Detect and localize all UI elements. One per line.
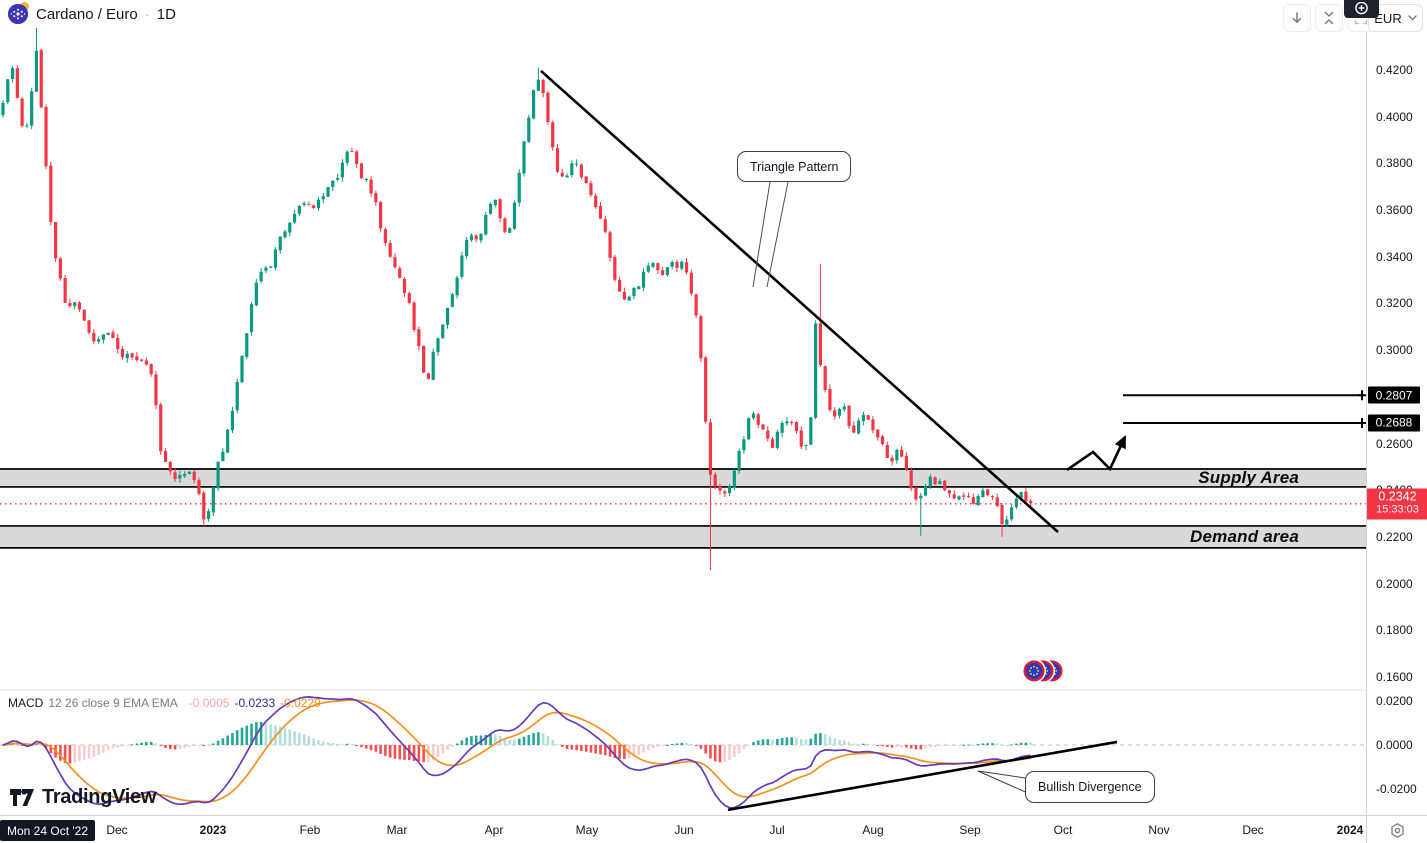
currency-label: EUR [1374, 10, 1402, 26]
price-tick-label: 0.3800 [1376, 156, 1413, 171]
macd-signal-value: -0.0229 [280, 696, 321, 710]
currency-dropdown[interactable]: EUR [1368, 4, 1423, 32]
zone-band [0, 468, 1366, 487]
triangle-pattern-callout[interactable]: Triangle Pattern [737, 151, 852, 182]
macd-tick-label: 0.0000 [1376, 738, 1413, 752]
time-tick-label: 2024 [1336, 823, 1364, 837]
time-tick-label: May [575, 823, 599, 837]
settings-gear-icon [1391, 822, 1404, 838]
macd-line-value: -0.0233 [234, 696, 276, 710]
price-tick-label: 0.1800 [1376, 623, 1413, 638]
callout-tail-line [752, 181, 771, 288]
macd-tick-label: -0.0200 [1376, 782, 1417, 796]
scroll-down-button[interactable] [1283, 4, 1311, 32]
add-alert-plus-badge[interactable] [1344, 0, 1379, 18]
price-tick-label: 0.2000 [1376, 576, 1413, 591]
crosshair-date-badge: Mon 24 Oct '22 [0, 820, 95, 841]
macd-legend[interactable]: MACD 12 26 close 9 EMA EMA -0.0005 -0.02… [8, 696, 321, 710]
time-tick-label: Nov [1148, 823, 1170, 837]
price-tick-label: 0.4200 [1376, 63, 1413, 77]
indicator-params: 12 26 close 9 EMA EMA [48, 696, 178, 710]
time-tick-label: Oct [1053, 823, 1073, 837]
time-tick-label: Apr [484, 823, 504, 837]
macd-hist-value: -0.0005 [188, 696, 230, 710]
time-tick-label: Sep [959, 823, 981, 837]
collapse-pane-button[interactable] [1315, 4, 1343, 32]
axis-corner[interactable] [1366, 815, 1427, 843]
callout-tail-line [766, 181, 789, 288]
tradingview-logo-text: TradingView [42, 786, 157, 808]
price-tick-label: 0.2200 [1376, 529, 1413, 544]
macd-main-line [2, 696, 1031, 809]
price-tick-label: 0.3200 [1376, 296, 1413, 311]
time-axis[interactable]: Dec 2023 Feb Mar Apr May Jun Jul Aug Sep Oct Nov Dec… [0, 815, 1366, 843]
indicator-name: MACD [8, 696, 44, 710]
price-tick-label: 0.3000 [1376, 343, 1413, 358]
price-tick-label: 0.1600 [1376, 669, 1413, 684]
demand-area-label[interactable]: Demand area [1190, 527, 1299, 546]
price-tick-label: 0.2600 [1376, 436, 1413, 451]
last-price-label: 0.2342 15:33:03 [1367, 488, 1427, 520]
time-tick-label: 2023 [199, 823, 227, 837]
macd-tick-label: 0.0200 [1376, 694, 1413, 708]
supply-area-label[interactable]: Supply Area [1198, 468, 1299, 487]
time-tick-label: Feb [299, 823, 321, 837]
time-tick-label: Jul [769, 823, 785, 837]
tradingview-logo-icon [10, 788, 34, 806]
triangle-trendline [540, 69, 1059, 533]
price-tick-label: 0.3400 [1376, 249, 1413, 264]
macd-signal-line [2, 699, 1031, 803]
divergence-trendline [727, 740, 1118, 812]
time-tick-label: Dec [106, 823, 128, 837]
time-tick-label: Jun [674, 823, 694, 837]
price-tick-label: 0.4000 [1376, 109, 1413, 124]
projection-arrow [1066, 434, 1127, 472]
level-price-label: 0.2807 [1368, 386, 1420, 404]
bullish-divergence-callout[interactable]: Bullish Divergence [1025, 771, 1155, 803]
zone-band [0, 525, 1366, 548]
level-price-label: 0.2688 [1368, 414, 1420, 432]
time-tick-label: Aug [862, 823, 884, 837]
time-tick-label: Dec [1242, 823, 1264, 837]
time-tick-label: Mar [386, 823, 408, 837]
price-tick-label: 0.3600 [1376, 203, 1413, 218]
macd-layer [1, 696, 1032, 809]
tradingview-logo[interactable]: TradingView [10, 786, 156, 809]
collapse-icon [1324, 11, 1334, 25]
callout-tail-wedge [977, 770, 1033, 796]
chevron-down-icon [1408, 15, 1417, 21]
candles-layer [1, 28, 1033, 571]
circle-plus-icon [1355, 1, 1368, 14]
arrow-down-icon [1292, 12, 1302, 23]
price-axis[interactable]: 0.4200 0.4000 0.3800 0.3600 0.3400 0.3200 0.30… [1366, 0, 1427, 815]
